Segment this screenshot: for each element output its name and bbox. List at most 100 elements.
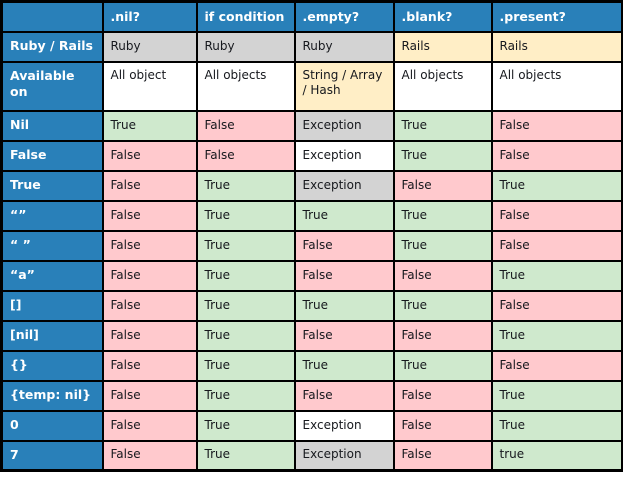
header-row: .nil? if condition .empty? .blank? .present?: [0, 0, 623, 33]
row-label: Available on: [0, 60, 104, 112]
table-row: “a” False True False False True: [0, 259, 623, 292]
table-cell: true: [490, 439, 623, 472]
table-cell: False: [101, 139, 198, 172]
row-label: [nil]: [0, 319, 104, 352]
table-cell: False: [101, 199, 198, 232]
table-cell: True: [392, 229, 493, 262]
table-body: Ruby / Rails Ruby Ruby Ruby Rails Rails Availa…: [0, 30, 623, 472]
table-row: {temp: nil} False True False False True: [0, 379, 623, 412]
table-cell: False: [195, 139, 296, 172]
table-row: 0 False True Exception False True: [0, 409, 623, 442]
table-cell: False: [392, 169, 493, 202]
table-cell: True: [195, 439, 296, 472]
table-cell: All objects: [392, 60, 493, 112]
table-cell: False: [490, 289, 623, 322]
table-cell: All objects: [490, 60, 623, 112]
table-cell: False: [101, 439, 198, 472]
table-cell: False: [101, 289, 198, 322]
table-row: “” False True True True False: [0, 199, 623, 232]
table-cell: True: [490, 409, 623, 442]
row-label: []: [0, 289, 104, 322]
table-cell: True: [195, 229, 296, 262]
row-label: “”: [0, 199, 104, 232]
table-cell: False: [101, 259, 198, 292]
table-cell: False: [490, 229, 623, 262]
table-cell: True: [195, 319, 296, 352]
table-cell: True: [195, 289, 296, 322]
table-cell: False: [293, 229, 395, 262]
table-cell: True: [392, 289, 493, 322]
row-label: “ ”: [0, 229, 104, 262]
table-row: 7 False True Exception False true: [0, 439, 623, 472]
column-header-ifcondition: if condition: [195, 0, 296, 33]
table-cell: False: [490, 139, 623, 172]
table-cell: True: [392, 199, 493, 232]
table-cell: True: [195, 199, 296, 232]
table-row: True False True Exception False True: [0, 169, 623, 202]
table-row: False False False Exception True False: [0, 139, 623, 172]
table-cell: True: [490, 379, 623, 412]
row-label: 0: [0, 409, 104, 442]
corner-header-cell: [0, 0, 104, 33]
row-label: True: [0, 169, 104, 202]
table-cell: True: [293, 349, 395, 382]
table-cell: False: [392, 319, 493, 352]
table-cell: True: [195, 409, 296, 442]
column-header-present?: .present?: [490, 0, 623, 33]
table-cell: False: [101, 379, 198, 412]
row-label: 7: [0, 439, 104, 472]
table-cell: False: [101, 409, 198, 442]
table-cell: Rails: [490, 30, 623, 63]
table-cell: True: [392, 139, 493, 172]
row-label: False: [0, 139, 104, 172]
table-cell: String / Array / Hash: [293, 60, 395, 112]
table-cell: All objects: [195, 60, 296, 112]
table-cell: False: [293, 379, 395, 412]
table-cell: All object: [101, 60, 198, 112]
row-label: “a”: [0, 259, 104, 292]
table-cell: False: [293, 259, 395, 292]
table-row: “ ” False True False True False: [0, 229, 623, 262]
row-label: Nil: [0, 109, 104, 142]
table-cell: True: [195, 349, 296, 382]
table-cell: True: [195, 379, 296, 412]
table-row: {} False True True True False: [0, 349, 623, 382]
table-cell: False: [392, 379, 493, 412]
table-cell: False: [101, 229, 198, 262]
table-cell: Ruby: [293, 30, 395, 63]
column-header-blank?: .blank?: [392, 0, 493, 33]
table-cell: False: [101, 319, 198, 352]
table-cell: True: [101, 109, 198, 142]
table-cell: Exception: [293, 109, 395, 142]
table-cell: True: [195, 169, 296, 202]
table-cell: True: [293, 289, 395, 322]
table-cell: False: [392, 259, 493, 292]
table-cell: Exception: [293, 139, 395, 172]
table-cell: Ruby: [195, 30, 296, 63]
row-label: {}: [0, 349, 104, 382]
table-cell: True: [490, 169, 623, 202]
table-cell: True: [392, 109, 493, 142]
table-cell: True: [293, 199, 395, 232]
table-cell: False: [101, 169, 198, 202]
table-cell: False: [490, 349, 623, 382]
row-label: {temp: nil}: [0, 379, 104, 412]
table-cell: False: [101, 349, 198, 382]
table-cell: True: [195, 259, 296, 292]
table-cell: True: [490, 259, 623, 292]
table-row: [] False True True True False: [0, 289, 623, 322]
table-cell: Ruby: [101, 30, 198, 63]
table-row: Ruby / Rails Ruby Ruby Ruby Rails Rails: [0, 30, 623, 63]
table-cell: False: [490, 109, 623, 142]
table-cell: True: [392, 349, 493, 382]
table-cell: False: [490, 199, 623, 232]
column-header-nil?: .nil?: [101, 0, 198, 33]
table-row: Nil True False Exception True False: [0, 109, 623, 142]
table-cell: False: [195, 109, 296, 142]
table-cell: Rails: [392, 30, 493, 63]
table-cell: Exception: [293, 169, 395, 202]
table-cell: False: [293, 319, 395, 352]
table-cell: Exception: [293, 409, 395, 442]
ruby-rails-comparison-table: .nil? if condition .empty? .blank? .present?…: [0, 0, 623, 472]
